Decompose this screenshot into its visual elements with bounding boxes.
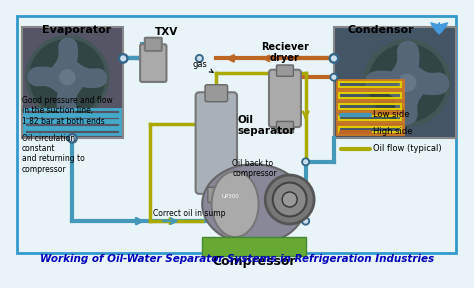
Circle shape [26,36,109,119]
Text: Low side: Low side [374,110,410,119]
Circle shape [121,56,126,61]
Text: Evaporator: Evaporator [42,25,111,35]
FancyBboxPatch shape [276,122,293,133]
FancyBboxPatch shape [269,70,301,127]
Text: Good pressure and flow
in the suction line,
1.82 bar at both ends: Good pressure and flow in the suction li… [22,96,112,126]
Circle shape [302,158,310,166]
FancyArrowPatch shape [431,23,447,34]
Text: Reciever
dryer: Reciever dryer [261,41,309,63]
Circle shape [198,56,201,60]
Circle shape [70,136,75,141]
FancyArrowPatch shape [406,88,414,114]
Text: Working of Oil-Water Separator Systems in Refrigeration Industries: Working of Oil-Water Separator Systems i… [40,254,434,264]
Circle shape [68,134,77,143]
FancyArrowPatch shape [61,47,68,72]
Circle shape [332,75,336,79]
Text: Correct oil in sump: Correct oil in sump [153,209,226,218]
Text: Oil circulation
constant
and returning to
compressor: Oil circulation constant and returning t… [22,134,84,174]
Circle shape [330,73,337,81]
Circle shape [265,175,314,224]
FancyBboxPatch shape [202,237,306,256]
Text: UP300: UP300 [221,194,239,199]
FancyBboxPatch shape [208,187,225,202]
Ellipse shape [211,171,259,237]
FancyArrowPatch shape [37,76,62,84]
FancyBboxPatch shape [17,16,456,253]
Text: Compressor: Compressor [212,255,296,268]
Circle shape [273,183,307,216]
FancyArrowPatch shape [413,76,438,84]
Text: Oil
separator: Oil separator [237,115,294,137]
Circle shape [364,39,450,126]
Circle shape [369,44,446,122]
FancyBboxPatch shape [145,38,162,51]
Circle shape [282,192,297,207]
Circle shape [196,55,203,62]
Circle shape [304,160,308,164]
Circle shape [399,74,416,91]
Circle shape [118,54,128,63]
FancyBboxPatch shape [205,85,228,102]
FancyArrowPatch shape [66,83,74,107]
FancyBboxPatch shape [22,27,123,138]
Ellipse shape [202,164,306,244]
FancyBboxPatch shape [276,65,293,76]
Circle shape [329,54,338,63]
FancyBboxPatch shape [140,44,166,82]
Text: TXV: TXV [155,27,178,37]
Circle shape [60,70,75,85]
Circle shape [304,219,308,223]
Text: High side: High side [374,127,413,136]
Text: gas: gas [193,60,213,72]
Circle shape [302,217,310,225]
Text: Oil flow (typical): Oil flow (typical) [374,144,442,153]
FancyBboxPatch shape [196,92,237,194]
FancyArrowPatch shape [401,52,409,77]
Circle shape [331,56,336,61]
FancyArrowPatch shape [73,71,98,78]
Circle shape [30,40,105,115]
FancyArrowPatch shape [376,82,402,90]
Text: Oil back to
compressor: Oil back to compressor [232,159,277,179]
FancyBboxPatch shape [334,27,456,138]
Text: Condensor: Condensor [348,25,415,35]
